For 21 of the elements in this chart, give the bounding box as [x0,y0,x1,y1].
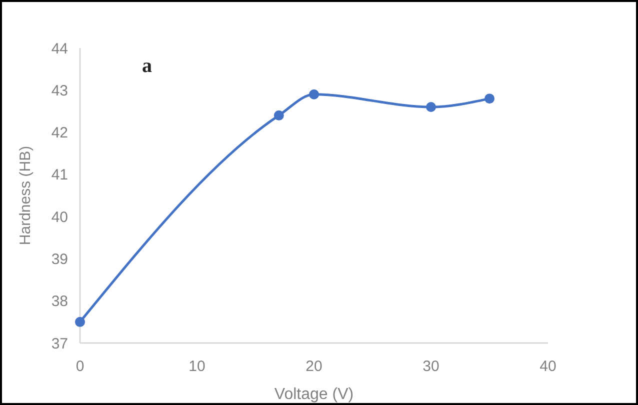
y-tick-label: 38 [51,293,68,310]
x-axis-title: Voltage (V) [274,386,354,403]
y-tick-label: 44 [51,40,68,58]
x-tick-label: 20 [306,358,322,375]
y-tick-label: 39 [51,250,68,268]
y-tick-label: 40 [51,208,68,226]
point [75,316,85,327]
y-tick-label: 37 [51,335,68,352]
annotation: a [142,55,152,77]
x-tick-label: 30 [422,358,440,375]
y-axis-title: Hardness (HB) [17,146,34,246]
x-tick-label: 40 [540,358,556,375]
point [426,102,436,112]
point [274,110,284,120]
point [484,94,494,104]
y-tick-label: 43 [51,82,68,100]
point [309,89,319,100]
x-tick-label: 10 [188,358,206,375]
y-tick-label: 41 [51,166,68,184]
x-tick-label: 0 [76,358,84,375]
y-tick-label: 42 [51,124,68,142]
